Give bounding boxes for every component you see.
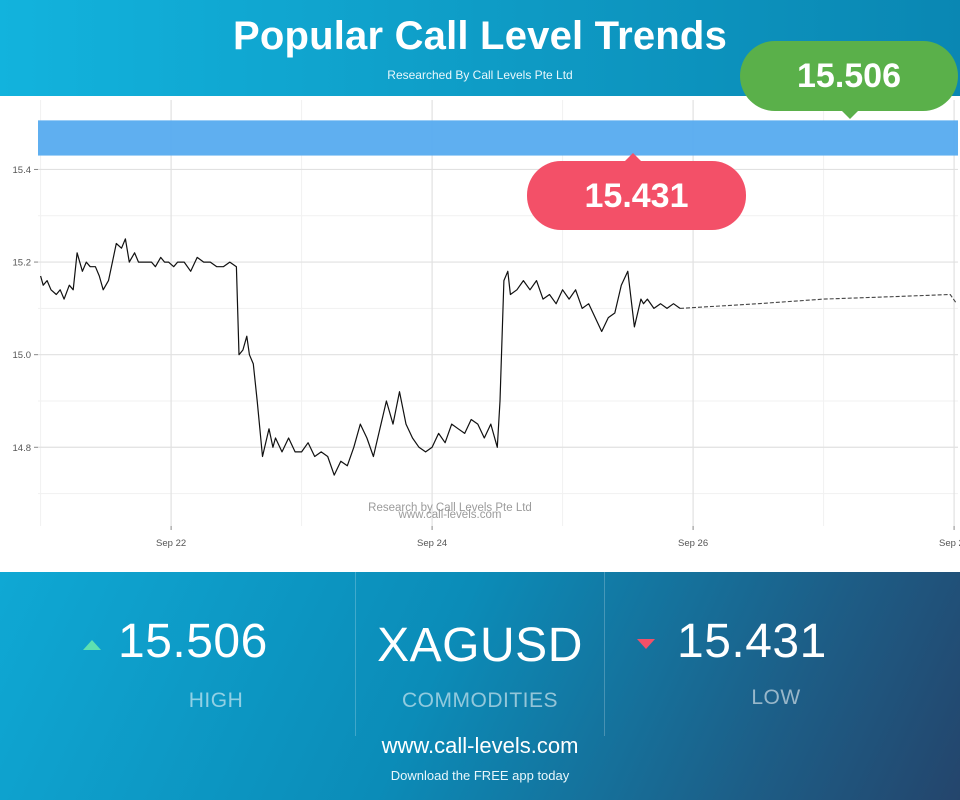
high-value: 15.506	[118, 615, 268, 668]
low-level-bubble: 15.431	[527, 153, 746, 230]
x-tick-label: Sep 26	[678, 538, 708, 549]
chart-panel: 14.8 15.0 15.2 15.4 Sep 22 Sep 24 Sep 26 Sep 28…	[0, 96, 960, 572]
stat-divider	[604, 572, 605, 736]
level-band	[38, 120, 958, 156]
high-stat: 15.506 HIGH	[0, 572, 355, 736]
page-title: Popular Call Level Trends	[232, 14, 728, 58]
price-line	[40, 238, 681, 476]
symbol-stat: XAGUSD COMMODITIES	[356, 572, 604, 736]
x-tick-label: Sep 24	[417, 538, 447, 549]
x-tick-label: Sep 22	[156, 538, 186, 549]
up-arrow-icon	[83, 640, 101, 650]
price-chart: 14.8 15.0 15.2 15.4 Sep 22 Sep 24 Sep 26 Sep 28…	[13, 100, 960, 549]
high-level-bubble: 15.506	[740, 41, 958, 119]
stat-divider	[355, 572, 356, 736]
app-tagline: Download the FREE app today	[390, 768, 570, 783]
high-label: HIGH	[188, 689, 244, 712]
watermark-url: www.call-levels.com	[398, 509, 502, 521]
website-link[interactable]: www.call-levels.com	[381, 733, 579, 758]
y-tick-label: 14.8	[13, 443, 32, 454]
low-stat: 15.431 LOW	[605, 572, 960, 736]
x-tick-label: Sep 28	[939, 538, 960, 549]
down-arrow-icon	[637, 639, 655, 649]
y-tick-label: 15.2	[13, 258, 32, 269]
y-tick-label: 15.4	[13, 165, 32, 176]
watermark-text: Research by Call Levels Pte Ltd	[368, 502, 532, 514]
low-label: LOW	[751, 686, 801, 709]
y-tick-label: 15.0	[13, 350, 32, 361]
low-value: 15.431	[677, 615, 827, 668]
page-subtitle: Researched By Call Levels Pte Ltd	[387, 68, 573, 82]
symbol-value: XAGUSD	[377, 619, 583, 672]
forecast-line	[679, 293, 958, 309]
stats-footer: 15.506 HIGH XAGUSD COMMODITIES 15.431 LO…	[0, 572, 960, 800]
symbol-category: COMMODITIES	[402, 689, 558, 712]
